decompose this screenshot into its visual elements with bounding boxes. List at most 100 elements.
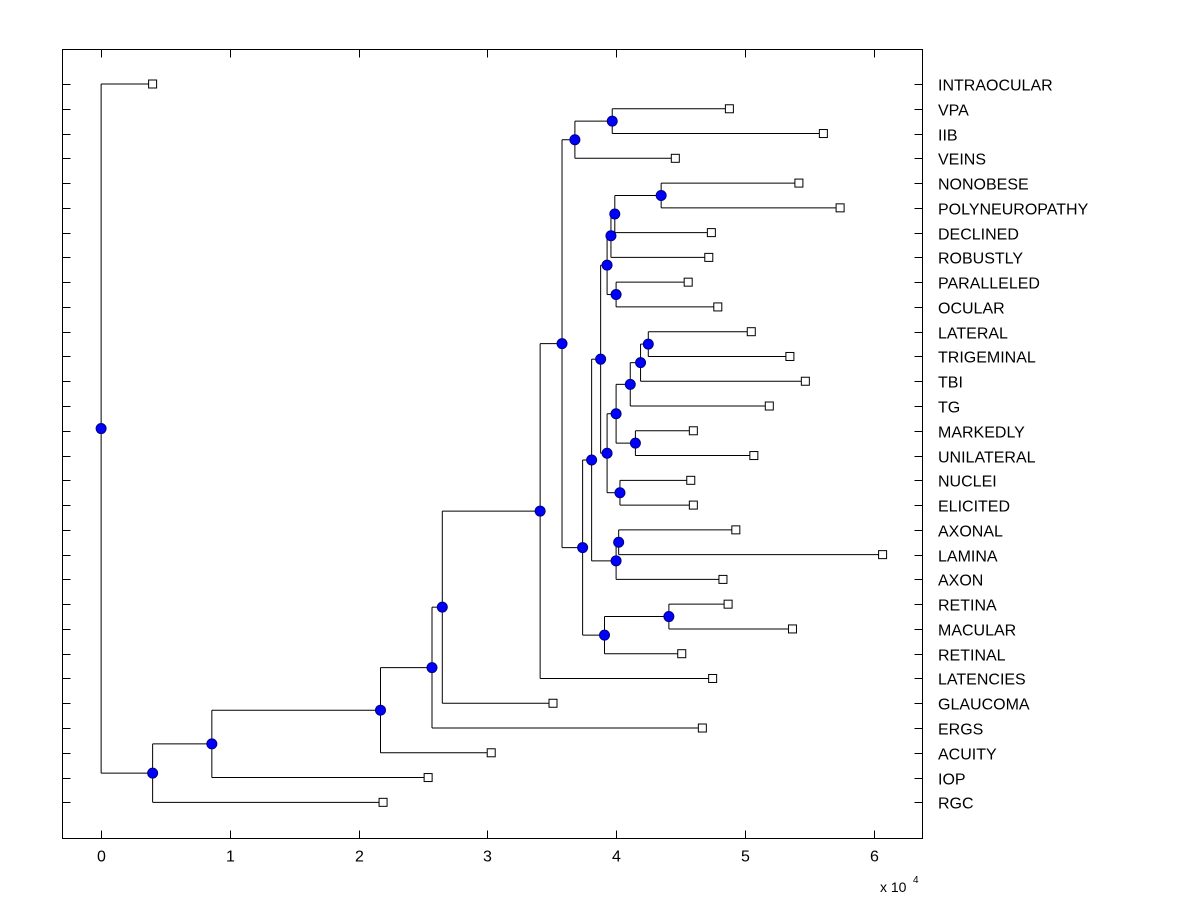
node-marker bbox=[556, 338, 568, 350]
leaf-label: IOP bbox=[938, 772, 966, 789]
node-marker bbox=[374, 704, 386, 716]
leaf-label: AXONAL bbox=[938, 524, 1003, 541]
node-marker bbox=[629, 437, 641, 449]
node-marker bbox=[605, 230, 617, 242]
x-axis-ticks bbox=[101, 49, 875, 839]
leaf-label: ELICITED bbox=[938, 499, 1010, 516]
node-marker bbox=[426, 662, 438, 674]
node-marker bbox=[624, 378, 636, 390]
leaf-label: TG bbox=[938, 400, 960, 417]
node-marker bbox=[606, 115, 618, 127]
leaf-label: AXON bbox=[938, 573, 983, 590]
leaf-label: IIB bbox=[938, 128, 958, 145]
x-multiplier-label: x 10 bbox=[880, 879, 907, 895]
leaf-label: VPA bbox=[938, 103, 969, 120]
leaf-label: INTRAOCULAR bbox=[938, 78, 1053, 95]
x-tick-label: 4 bbox=[612, 849, 621, 866]
x-tick-label: 0 bbox=[97, 849, 106, 866]
leaf-marker bbox=[787, 624, 797, 634]
leaf-label: POLYNEUROPATHY bbox=[938, 202, 1089, 219]
x-tick-label: 3 bbox=[483, 849, 492, 866]
leaf-marker bbox=[818, 129, 828, 139]
node-markers bbox=[95, 115, 675, 779]
node-marker bbox=[206, 738, 218, 750]
node-marker bbox=[147, 767, 159, 779]
leaf-label: LATENCIES bbox=[938, 672, 1026, 689]
leaf-marker bbox=[423, 773, 433, 783]
leaf-marker bbox=[731, 525, 741, 535]
plot-frame bbox=[62, 49, 923, 839]
leaf-marker bbox=[723, 599, 733, 609]
x-multiplier-exponent: 4 bbox=[913, 875, 919, 886]
x-tick-label: 2 bbox=[355, 849, 364, 866]
leaf-marker bbox=[794, 178, 804, 188]
leaf-labels: INTRAOCULAR VPA IIB VEINS NONOBESE POLYNEUROP… bbox=[938, 78, 1089, 813]
leaf-marker bbox=[800, 376, 810, 386]
leaf-label: LATERAL bbox=[938, 326, 1008, 343]
node-marker bbox=[642, 338, 654, 350]
leaf-label: LAMINA bbox=[938, 549, 998, 566]
leaf-label: DECLINED bbox=[938, 227, 1019, 244]
leaf-label: UNILATERAL bbox=[938, 450, 1036, 467]
leaf-label: NONOBESE bbox=[938, 177, 1029, 194]
leaf-markers bbox=[148, 79, 888, 807]
leaf-marker bbox=[688, 426, 698, 436]
node-marker bbox=[595, 353, 607, 365]
leaf-marker bbox=[706, 228, 716, 238]
leaf-marker bbox=[724, 104, 734, 114]
x-axis-tick-labels: 0 1 2 3 4 5 6 bbox=[97, 849, 879, 866]
node-marker bbox=[610, 289, 622, 301]
leaf-label: PARALLELED bbox=[938, 276, 1040, 293]
node-marker bbox=[577, 542, 589, 554]
node-marker bbox=[436, 601, 448, 613]
leaf-marker bbox=[704, 252, 714, 262]
leaf-label: OCULAR bbox=[938, 301, 1005, 318]
leaf-label: GLAUCOMA bbox=[938, 697, 1030, 714]
x-tick-label: 5 bbox=[741, 849, 750, 866]
x-tick-label: 6 bbox=[870, 849, 879, 866]
node-marker bbox=[635, 357, 647, 369]
leaf-marker bbox=[746, 327, 756, 337]
leaf-marker bbox=[718, 574, 728, 584]
leaf-marker bbox=[378, 797, 388, 807]
leaf-marker bbox=[686, 475, 696, 485]
node-marker bbox=[601, 259, 613, 271]
leaf-marker bbox=[688, 500, 698, 510]
leaf-label: RGC bbox=[938, 796, 974, 813]
x-tick-label: 1 bbox=[226, 849, 235, 866]
leaf-marker bbox=[878, 550, 888, 560]
leaf-marker bbox=[785, 351, 795, 361]
node-marker bbox=[614, 487, 626, 499]
node-marker bbox=[534, 505, 546, 517]
leaf-label: MARKEDLY bbox=[938, 425, 1025, 442]
leaf-marker bbox=[683, 277, 693, 287]
node-marker bbox=[569, 134, 581, 146]
leaf-marker bbox=[486, 748, 496, 758]
node-marker bbox=[599, 629, 611, 641]
leaf-marker bbox=[835, 203, 845, 213]
leaf-marker bbox=[697, 723, 707, 733]
leaf-label: MACULAR bbox=[938, 623, 1016, 640]
node-marker bbox=[601, 447, 613, 459]
leaf-label: ROBUSTLY bbox=[938, 251, 1023, 268]
leaf-marker bbox=[764, 401, 774, 411]
node-marker bbox=[610, 408, 622, 420]
leaf-marker bbox=[670, 153, 680, 163]
node-marker bbox=[613, 536, 625, 548]
node-marker bbox=[609, 208, 621, 220]
leaf-label: ACUITY bbox=[938, 747, 997, 764]
leaf-marker bbox=[749, 451, 759, 461]
node-marker bbox=[586, 454, 598, 466]
leaf-marker bbox=[148, 79, 158, 89]
leaf-marker bbox=[677, 649, 687, 659]
leaf-marker bbox=[548, 698, 558, 708]
leaf-label: TRIGEMINAL bbox=[938, 350, 1036, 367]
leaf-label: RETINA bbox=[938, 598, 997, 615]
leaf-marker bbox=[713, 302, 723, 312]
leaf-label: NUCLEI bbox=[938, 474, 997, 491]
node-marker bbox=[610, 555, 622, 567]
y-axis-ticks bbox=[62, 84, 923, 803]
node-marker bbox=[663, 611, 675, 623]
leaf-label: ERGS bbox=[938, 722, 983, 739]
